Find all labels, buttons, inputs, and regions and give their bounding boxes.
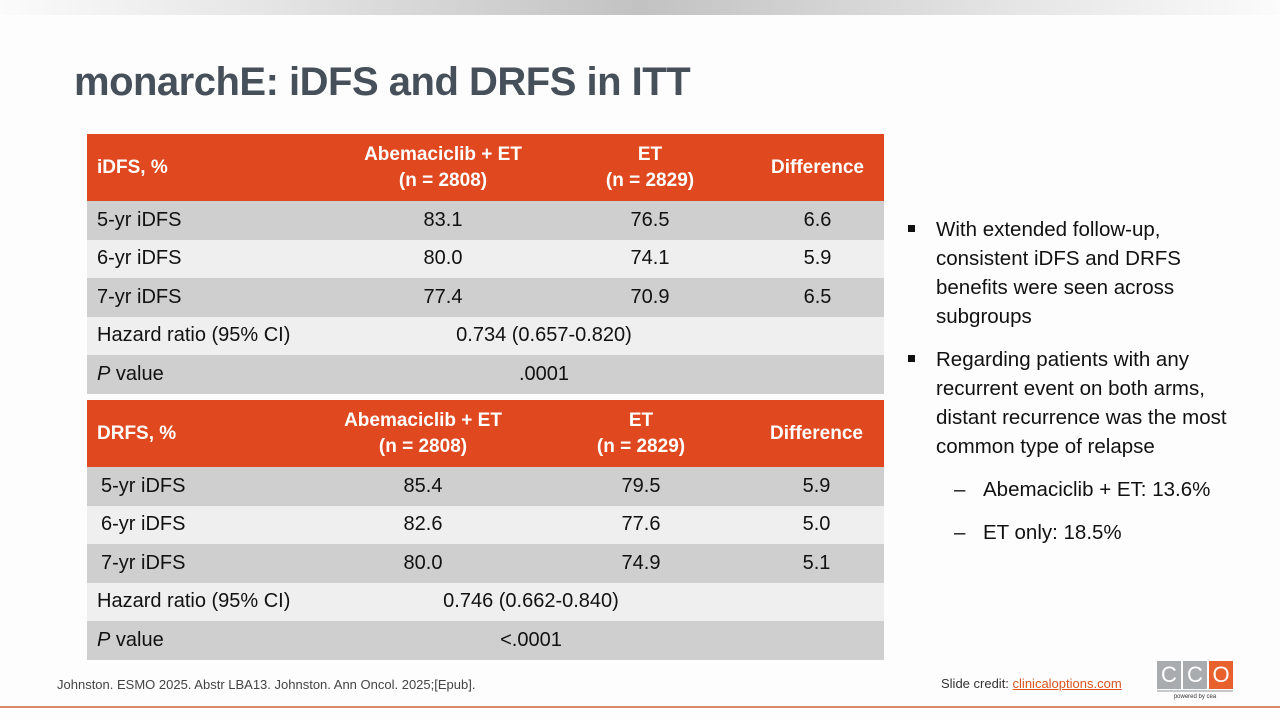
empty-cell [749, 583, 884, 622]
header-arm-n: (n = 2808) [398, 169, 488, 191]
row-label: 7-yr iDFS [101, 551, 186, 574]
row-label: 6-yr iDFS [101, 513, 186, 536]
p-value-row: P value .0001 [87, 355, 884, 394]
header-arm-name: ET [628, 409, 654, 431]
p-value-label: P value [87, 355, 337, 394]
hazard-ratio-label: Hazard ratio (95% CI) [97, 324, 291, 347]
p-italic: P [97, 628, 111, 651]
header-endpoint: iDFS, % [97, 156, 168, 178]
cell-abema: 77.4 [423, 285, 463, 308]
header-arm-n: (n = 2829) [605, 169, 695, 191]
header-arm-name: ET [637, 143, 663, 165]
header-arm-name: Abemaciclib + ET [364, 143, 522, 165]
header-et: ET (n = 2829) [533, 400, 749, 467]
p-value-label: P value [87, 621, 313, 660]
row-label: 6-yr iDFS [97, 247, 182, 270]
cell-diff: 5.9 [802, 474, 831, 497]
hazard-ratio-label: Hazard ratio (95% CI) [97, 590, 291, 613]
header-difference: Difference [770, 422, 863, 444]
table-header-row: iDFS, % Abemaciclib + ET (n = 2808) ET (n … [87, 134, 884, 201]
row-label: 7-yr iDFS [97, 285, 182, 308]
hazard-ratio-value: 0.746 (0.662-0.840) [443, 590, 619, 613]
reference-citation: Johnston. ESMO 2025. Abstr LBA13. Johnst… [57, 677, 476, 692]
p-italic: P [97, 362, 111, 385]
logo-boxes: C C O [1157, 661, 1233, 689]
bullet-text: With extended follow-up, consistent iDFS… [936, 218, 1181, 328]
p-label-rest: value [110, 362, 164, 385]
credit-label: Slide credit: [941, 676, 1013, 691]
header-arm-name: Abemaciclib + ET [344, 409, 502, 431]
hazard-ratio-row: Hazard ratio (95% CI) 0.746 (0.662-0.840… [87, 582, 884, 622]
logo-letter: O [1209, 661, 1233, 689]
table-row: 7-yr iDFS 80.0 74.9 5.1 [87, 544, 884, 583]
bullet-item: Regarding patients with any recurrent ev… [906, 345, 1246, 461]
header-arm-n: (n = 2829) [596, 435, 686, 457]
header-abemaciclib-et: Abemaciclib + ET (n = 2808) [313, 400, 533, 467]
hazard-ratio-row: Hazard ratio (95% CI) 0.734 (0.657-0.820… [87, 316, 884, 356]
table-row: 6-yr iDFS 80.0 74.1 5.9 [87, 239, 884, 278]
cell-et: 79.5 [621, 474, 661, 497]
drfs-table: DRFS, % Abemaciclib + ET (n = 2808) ET (n … [87, 400, 884, 660]
sub-bullet-text: Abemaciclib + ET: 13.6% [983, 478, 1211, 501]
row-label: 5-yr iDFS [97, 208, 182, 231]
idfs-table: iDFS, % Abemaciclib + ET (n = 2808) ET (n … [87, 134, 884, 394]
cell-diff: 5.9 [803, 247, 832, 270]
square-bullet-icon [908, 225, 915, 232]
header-abemaciclib-et: Abemaciclib + ET (n = 2808) [337, 134, 549, 201]
empty-cell [751, 317, 884, 356]
hazard-ratio-value: 0.734 (0.657-0.820) [456, 324, 632, 347]
row-label: 5-yr iDFS [101, 474, 186, 497]
slide-title: monarchE: iDFS and DRFS in ITT [74, 60, 691, 104]
table-row: 5-yr iDFS 85.4 79.5 5.9 [87, 467, 884, 506]
sub-bullet-item: – ET only: 18.5% [906, 518, 1246, 547]
cell-abema: 80.0 [403, 551, 443, 574]
header-difference: Difference [771, 156, 864, 178]
table-row: 6-yr iDFS 82.6 77.6 5.0 [87, 505, 884, 544]
cell-abema: 83.1 [423, 208, 463, 231]
cell-et: 74.9 [621, 551, 661, 574]
cell-diff: 5.0 [802, 513, 831, 536]
bottom-divider [0, 706, 1280, 708]
square-bullet-icon [908, 355, 915, 362]
header-arm-n: (n = 2808) [378, 435, 468, 457]
cell-abema: 85.4 [403, 474, 443, 497]
bullet-item: With extended follow-up, consistent iDFS… [906, 215, 1246, 331]
empty-cell [749, 621, 884, 660]
cell-diff: 6.5 [803, 285, 832, 308]
sub-bullet-text: ET only: 18.5% [983, 521, 1122, 544]
logo-letter: C [1157, 661, 1181, 689]
p-value: <.0001 [500, 628, 562, 651]
bullet-list: With extended follow-up, consistent iDFS… [906, 215, 1246, 547]
bullet-text: Regarding patients with any recurrent ev… [936, 348, 1227, 458]
p-value: .0001 [518, 362, 570, 385]
cell-abema: 82.6 [403, 513, 443, 536]
dash-bullet-icon: – [954, 521, 966, 544]
p-value-row: P value <.0001 [87, 621, 884, 660]
cell-diff: 5.1 [802, 551, 831, 574]
cell-et: 74.1 [630, 247, 670, 270]
cell-et: 70.9 [630, 285, 670, 308]
cell-et: 76.5 [630, 208, 670, 231]
slide-credit: Slide credit: clinicaloptions.com [941, 676, 1122, 691]
table-header-row: DRFS, % Abemaciclib + ET (n = 2808) ET (n … [87, 400, 884, 467]
top-gradient-band [0, 0, 1280, 15]
cco-logo: C C O powered by cea [1157, 661, 1233, 700]
dash-bullet-icon: – [954, 478, 966, 501]
table-row: 5-yr iDFS 83.1 76.5 6.6 [87, 201, 884, 240]
cell-et: 77.6 [621, 513, 661, 536]
p-label-rest: value [110, 628, 164, 651]
logo-letter: C [1183, 661, 1207, 689]
logo-tagline: powered by cea [1173, 694, 1217, 700]
empty-cell [751, 355, 884, 394]
credit-link[interactable]: clinicaloptions.com [1012, 676, 1122, 691]
table-row: 7-yr iDFS 77.4 70.9 6.5 [87, 278, 884, 317]
sub-bullet-item: – Abemaciclib + ET: 13.6% [906, 475, 1246, 504]
cell-diff: 6.6 [803, 208, 832, 231]
cell-abema: 80.0 [423, 247, 463, 270]
header-et: ET (n = 2829) [549, 134, 751, 201]
header-endpoint: DRFS, % [97, 422, 177, 444]
logo-underline [1157, 690, 1233, 692]
